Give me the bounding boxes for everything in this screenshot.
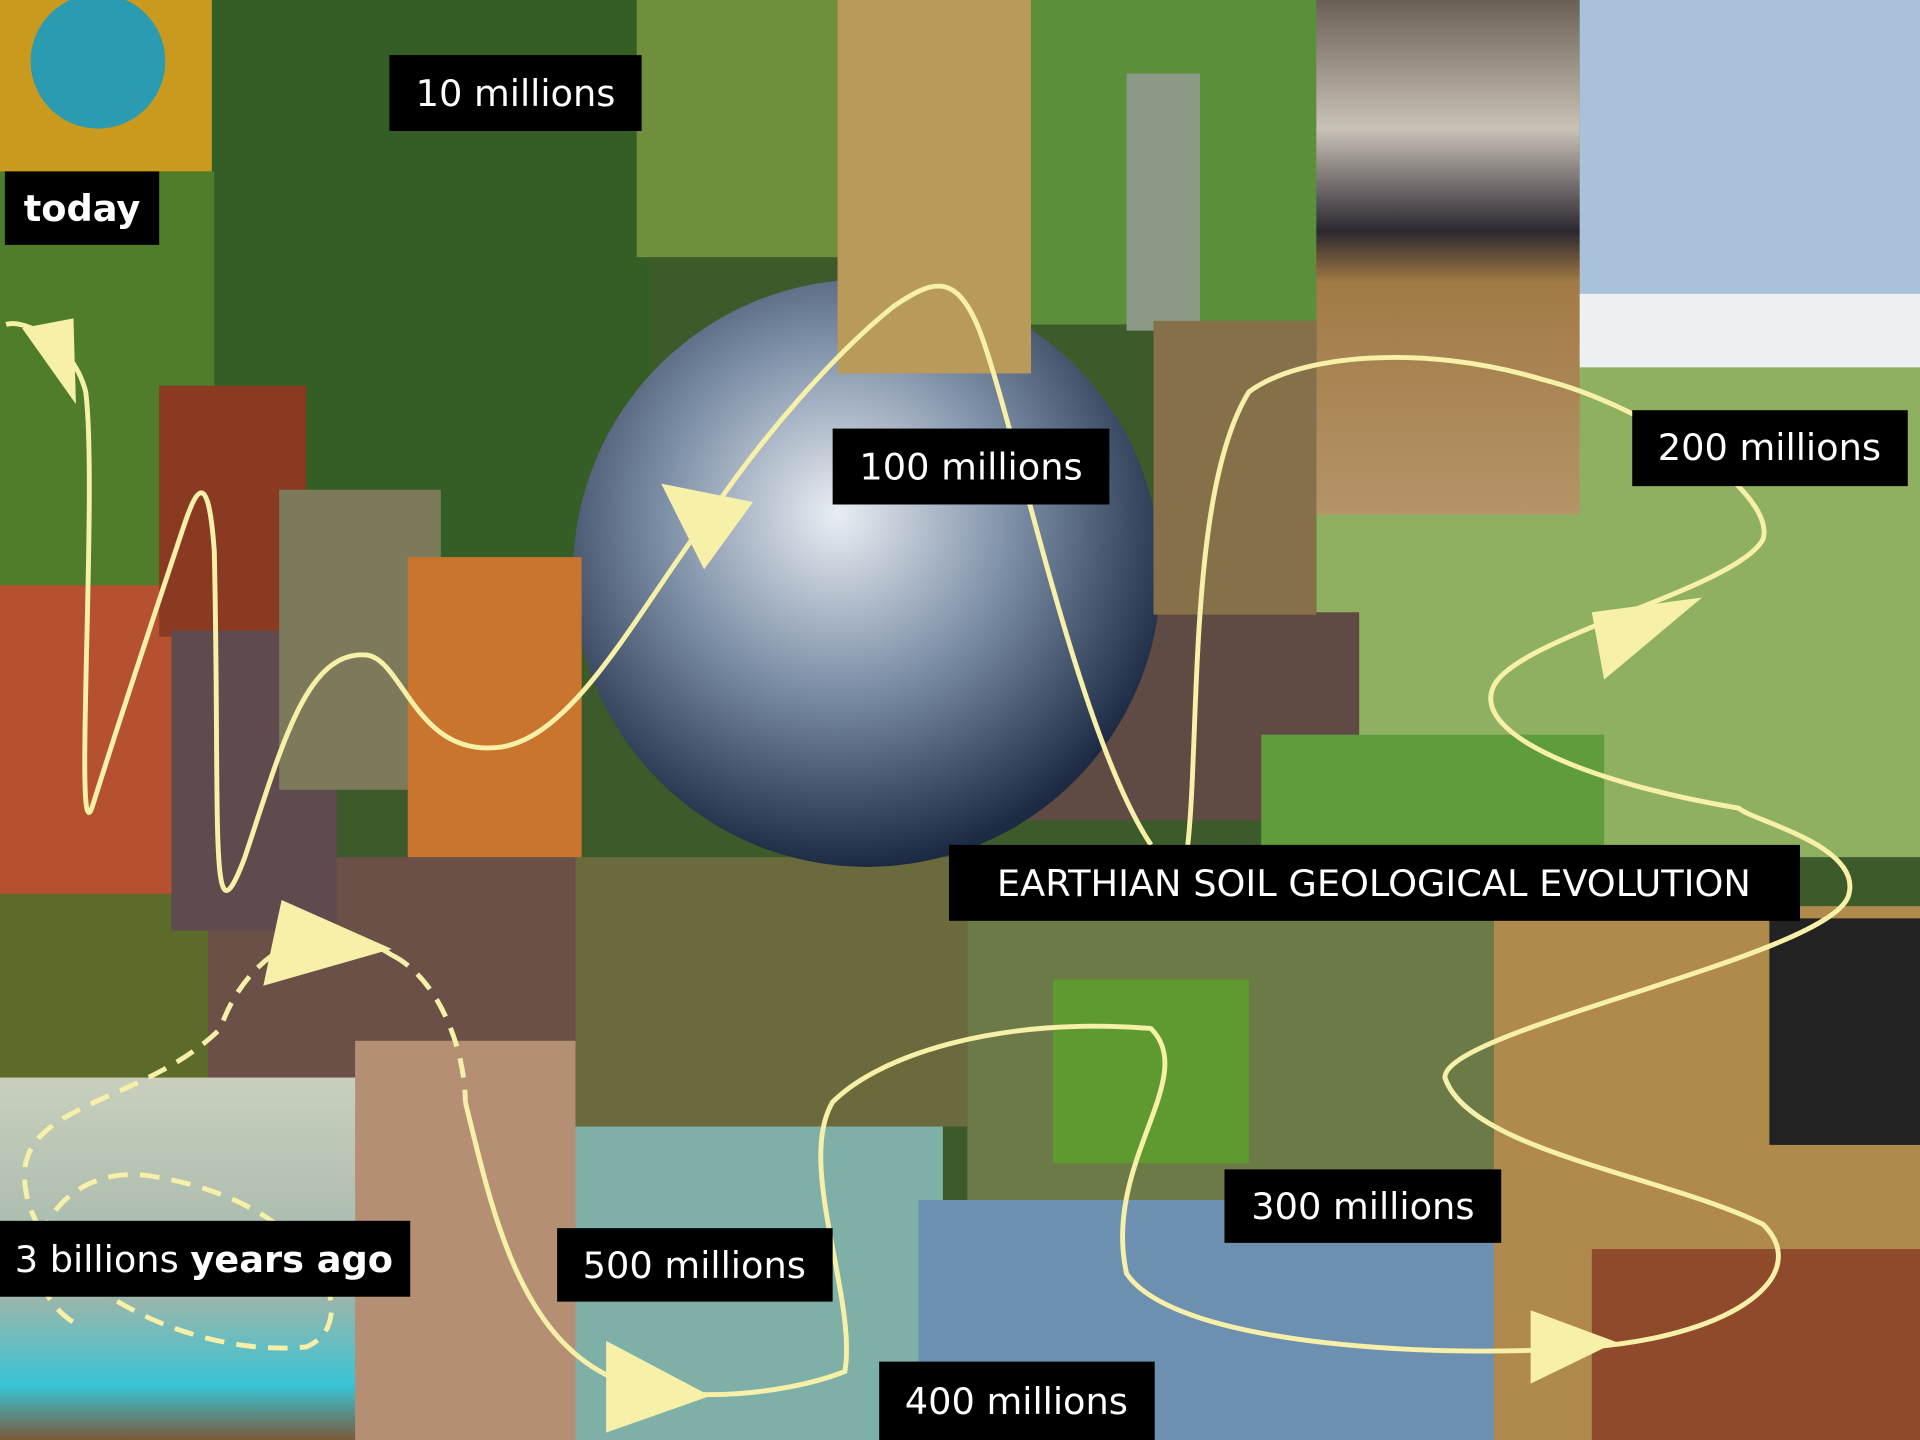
- label-200m: 200 millions: [1658, 426, 1881, 469]
- label-400m: 400 millions: [905, 1380, 1128, 1423]
- title: EARTHIAN SOIL GEOLOGICAL EVOLUTION: [997, 862, 1751, 905]
- origin-suffix: years ago: [190, 1238, 393, 1281]
- origin-amount: 3 billions: [15, 1238, 179, 1281]
- label-origin: 3 billions years ago: [15, 1238, 393, 1281]
- label-10m: 10 millions: [416, 72, 616, 115]
- label-today: today: [24, 187, 141, 230]
- page: today 10 millions 100 millions 200 milli…: [0, 0, 1920, 1440]
- collage: today 10 millions 100 millions 200 milli…: [0, 0, 1920, 1440]
- label-100m: 100 millions: [859, 445, 1082, 488]
- label-500m: 500 millions: [583, 1244, 806, 1287]
- label-300m: 300 millions: [1251, 1185, 1474, 1228]
